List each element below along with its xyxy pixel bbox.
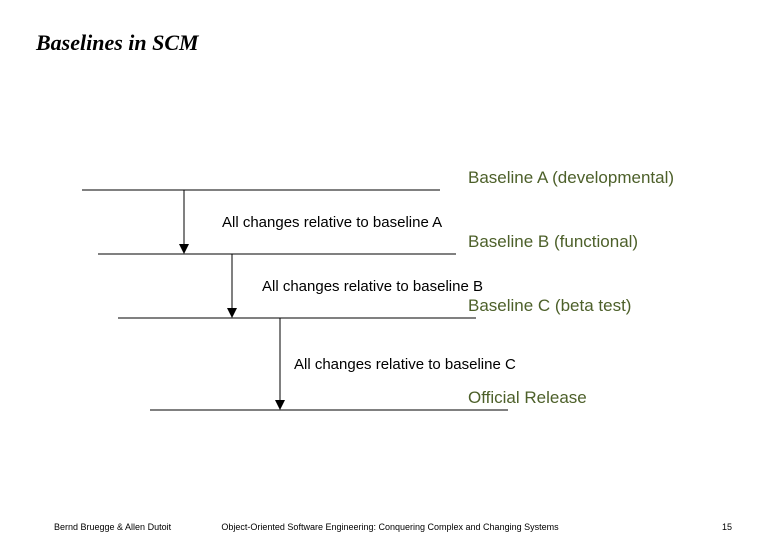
baseline-label: Baseline A (developmental) bbox=[468, 168, 674, 188]
baseline-label: Baseline B (functional) bbox=[468, 232, 638, 252]
changes-label: All changes relative to baseline B bbox=[262, 278, 483, 295]
footer-book-title: Object-Oriented Software Engineering: Co… bbox=[0, 522, 780, 532]
slide: Baselines in SCM Bernd Bruegge & Allen D… bbox=[0, 0, 780, 540]
baseline-label: Official Release bbox=[468, 388, 587, 408]
changes-label: All changes relative to baseline C bbox=[294, 356, 516, 373]
changes-label: All changes relative to baseline A bbox=[222, 214, 442, 231]
baseline-label: Baseline C (beta test) bbox=[468, 296, 631, 316]
baselines-diagram bbox=[0, 0, 780, 540]
footer-page-number: 15 bbox=[722, 522, 732, 532]
